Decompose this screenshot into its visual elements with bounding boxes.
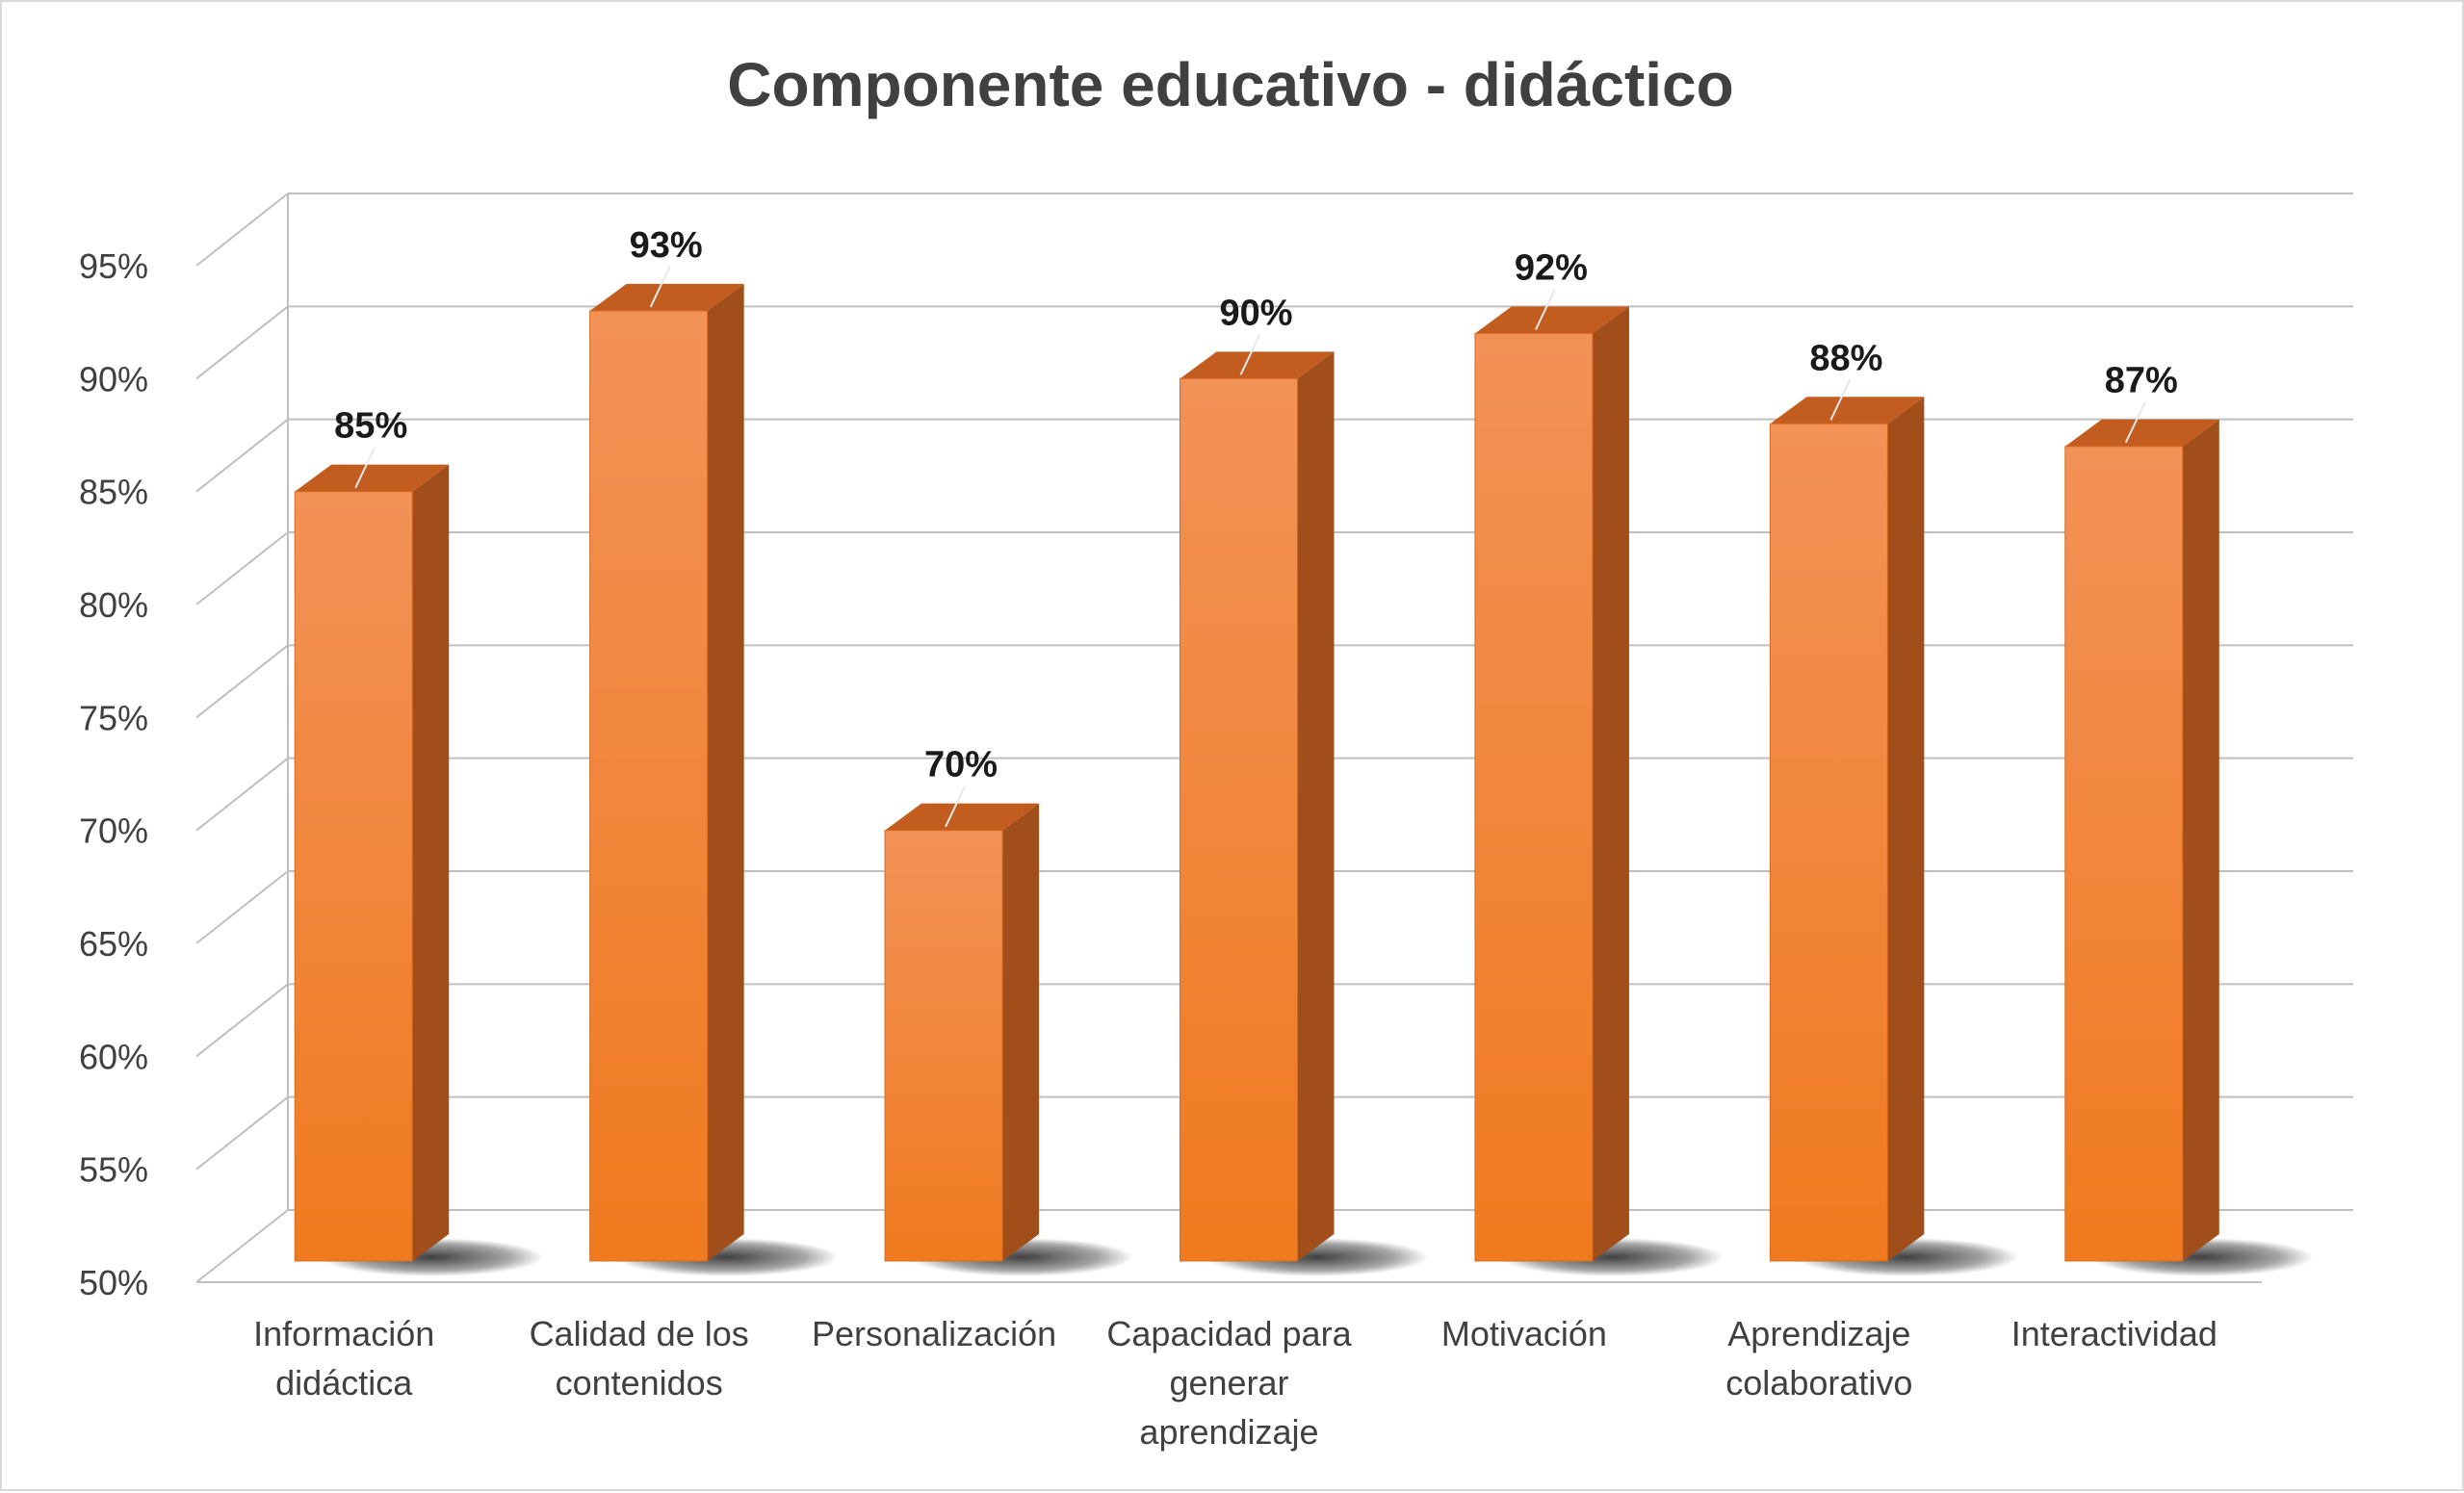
gridline-side: [195, 1095, 289, 1171]
bar-top: [295, 464, 450, 492]
data-label: 85%: [334, 406, 407, 447]
bar-side: [707, 283, 744, 1261]
y-tick-label: 85%: [79, 473, 148, 512]
gridline-side: [195, 983, 289, 1058]
axes: 50% 55% 60% 65% 70% 75% 80% 85% 90% 95% Informació…: [79, 246, 2262, 1452]
bar-side: [1002, 803, 1040, 1261]
x-category-label: Calidad de los contenidos: [530, 1314, 749, 1403]
y-tick-label: 50%: [79, 1263, 148, 1302]
bar-front: [589, 310, 709, 1262]
data-label: 93%: [630, 225, 703, 266]
bar-top: [885, 803, 1040, 831]
bars: [294, 283, 2219, 1262]
bar-top: [1474, 306, 1629, 334]
bar-front: [1180, 377, 1298, 1262]
data-label: 88%: [1809, 338, 1882, 378]
data-label: 87%: [2105, 361, 2178, 401]
data-labels: 85% 93% 70% 90% 92% 88% 87%: [334, 225, 2178, 828]
bar: [294, 464, 450, 1262]
y-tick-label: 75%: [79, 698, 148, 737]
bar-side: [412, 464, 450, 1262]
data-label-leader: [2124, 401, 2146, 444]
data-label-leader: [945, 785, 966, 828]
gridline-side: [195, 757, 289, 832]
x-category-label: Interactividad: [2011, 1314, 2218, 1353]
y-tick-label: 80%: [79, 585, 148, 625]
bar-front: [1474, 332, 1594, 1262]
bar-side: [1297, 351, 1335, 1261]
bar-top: [2064, 419, 2219, 447]
gridline-side: [195, 305, 289, 380]
bar: [1180, 351, 1335, 1262]
bar: [1769, 397, 1925, 1262]
gridline-side: [195, 1209, 289, 1283]
bar-side: [1592, 306, 1629, 1261]
bar: [884, 803, 1040, 1262]
x-category-label: Motivación: [1441, 1314, 1607, 1353]
gridline-side: [195, 418, 289, 493]
bar-front: [1769, 423, 1888, 1262]
y-tick-label: 70%: [79, 811, 148, 851]
bar-top: [1180, 351, 1335, 379]
y-tick-label: 90%: [79, 359, 148, 399]
y-tick-label: 95%: [79, 246, 148, 286]
x-category-label: Información didáctica: [253, 1314, 434, 1403]
bar: [2064, 419, 2219, 1262]
gridline-side: [195, 531, 289, 605]
bar-front: [884, 830, 1003, 1262]
bar: [589, 283, 744, 1262]
bar-front: [2064, 446, 2184, 1262]
data-label: 90%: [1219, 293, 1292, 333]
gridline-side: [195, 644, 289, 719]
x-category-label: Aprendizaje colaborativo: [1725, 1314, 1912, 1403]
chart-title: Componente educativo - didáctico: [727, 50, 1733, 119]
data-label: 92%: [1515, 247, 1588, 288]
data-label-leader: [1535, 288, 1556, 330]
data-label-leader: [1829, 378, 1852, 421]
data-label-leader: [649, 266, 671, 308]
bar: [1474, 306, 1629, 1262]
bar-side: [2182, 419, 2219, 1261]
data-label-leader: [354, 447, 376, 489]
data-label: 70%: [924, 745, 998, 785]
bar-top: [589, 283, 744, 311]
y-tick-label: 65%: [79, 924, 148, 964]
bar-front: [294, 491, 413, 1262]
x-category-label: Personalización: [812, 1314, 1056, 1353]
gridline-side: [195, 193, 289, 267]
y-tick-label: 60%: [79, 1037, 148, 1076]
gridline-side: [195, 870, 289, 944]
data-label-leader: [1239, 333, 1261, 375]
bar-top: [1770, 397, 1925, 425]
bar-side: [1887, 397, 1925, 1261]
y-tick-label: 55%: [79, 1150, 148, 1190]
x-category-label: Capacidad para generar aprendizaje: [1106, 1314, 1352, 1452]
